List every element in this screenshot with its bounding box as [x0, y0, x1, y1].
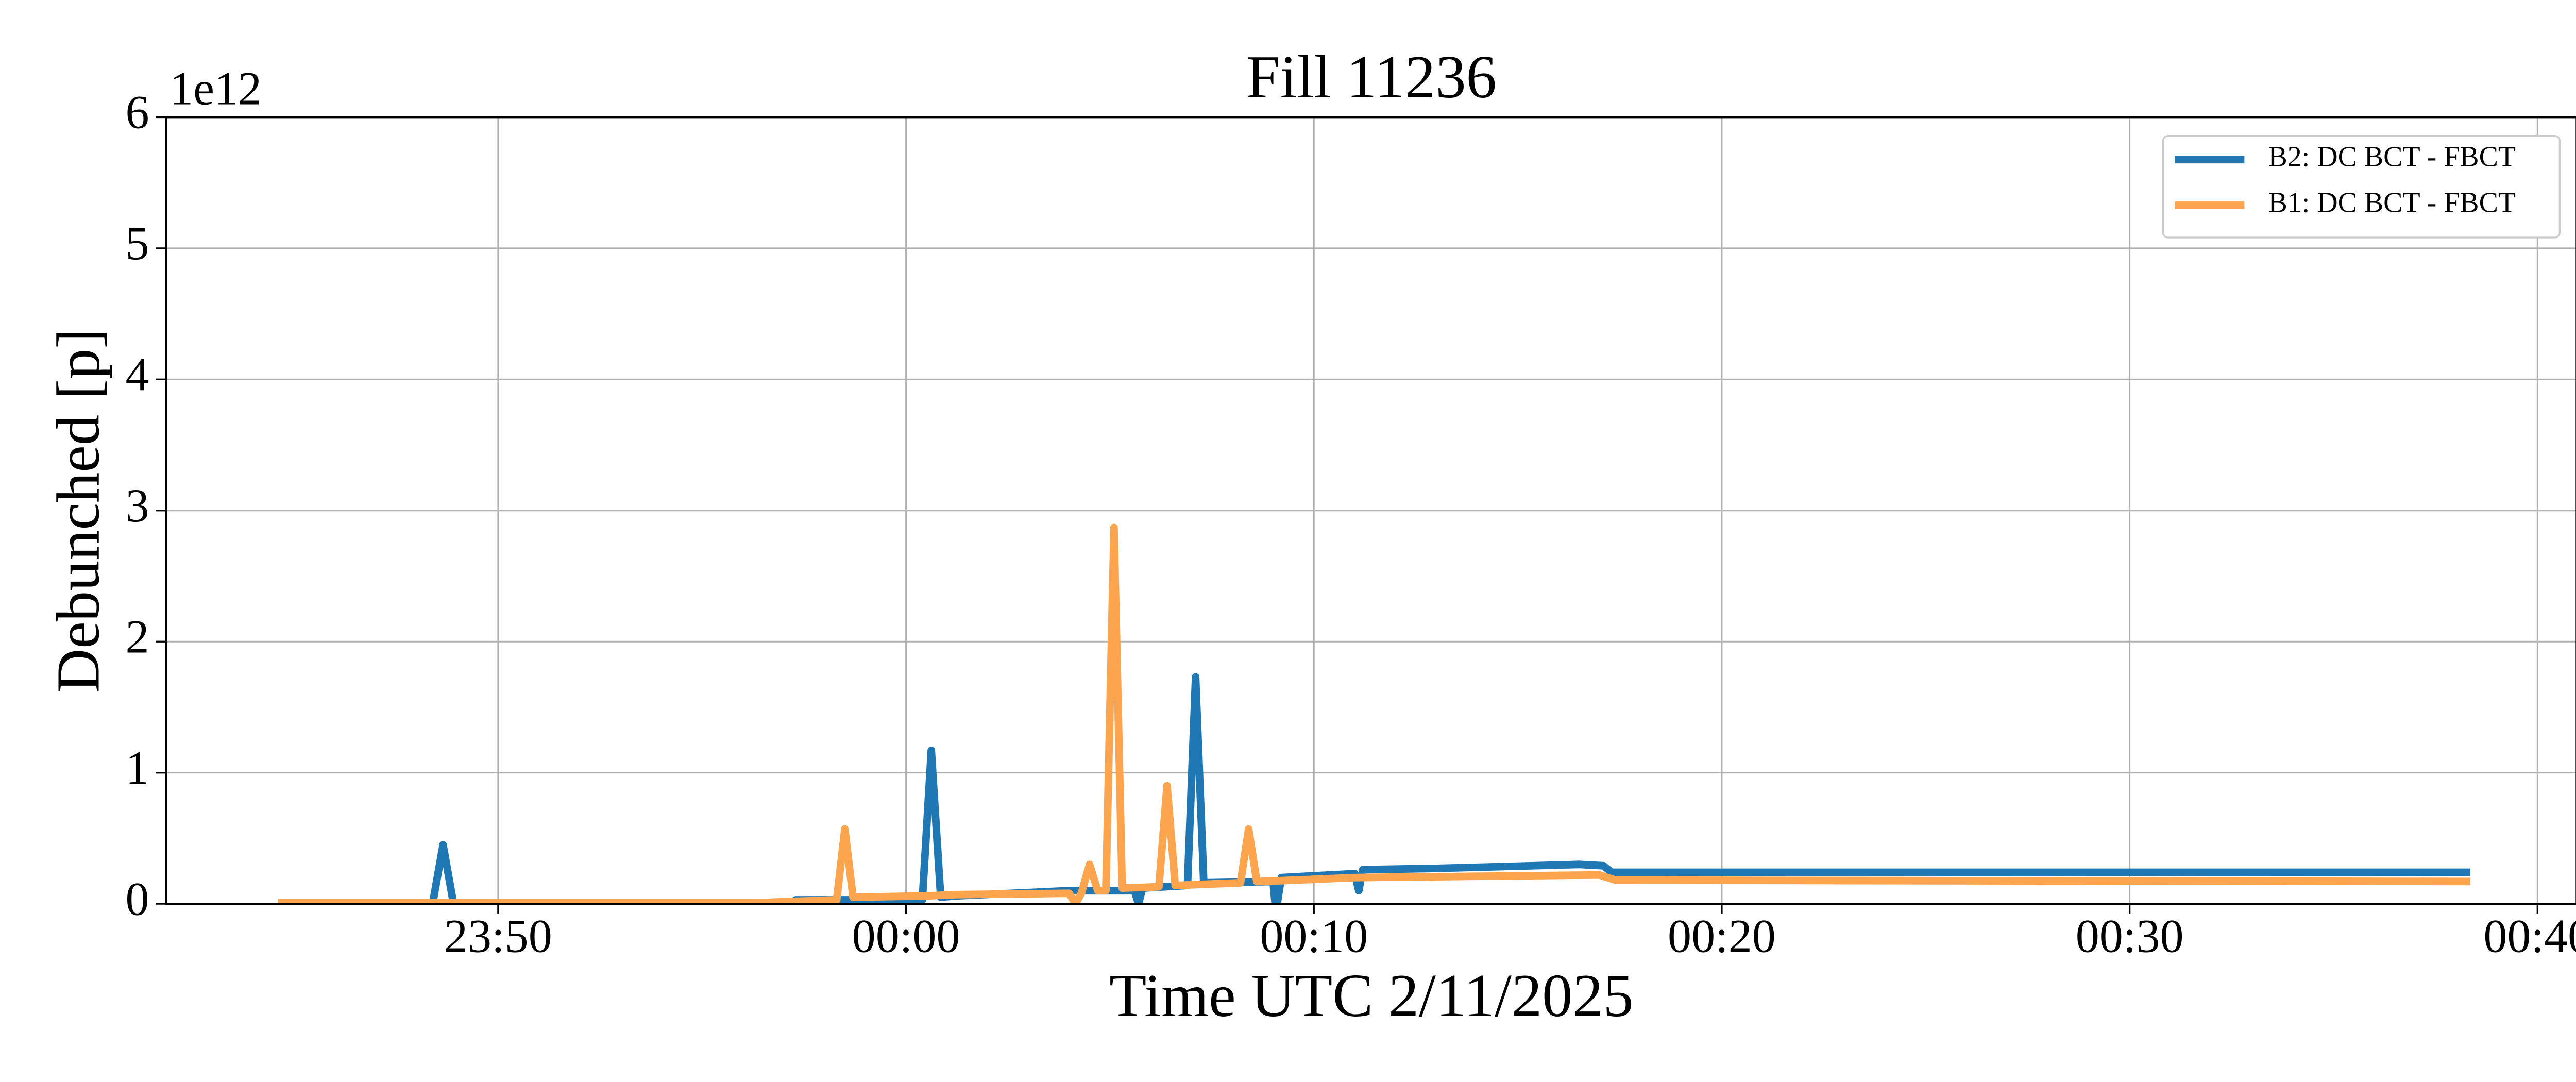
legend: B2: DC BCT - FBCT B1: DC BCT - FBCT	[2162, 134, 2561, 239]
plot-frame	[165, 116, 2576, 905]
x-tick-label: 00:40	[2483, 910, 2576, 962]
x-tick-label: 00:30	[2076, 910, 2184, 962]
legend-label: B1: DC BCT - FBCT	[2268, 187, 2516, 218]
y-tick-label: 3	[125, 479, 149, 532]
x-tick-label: 00:10	[1260, 910, 1368, 962]
y-tick-label: 0	[125, 872, 149, 925]
y-tick-label: 4	[125, 348, 149, 400]
y-tick-label: 1	[125, 741, 149, 794]
x-tick-label: 00:20	[1668, 910, 1776, 962]
legend-box	[2162, 134, 2561, 239]
legend-label: B2: DC BCT - FBCT	[2268, 141, 2516, 173]
x-tick-label: 00:00	[852, 910, 960, 962]
data-line	[278, 523, 2470, 904]
y-tick-label: 5	[125, 217, 149, 269]
x-tick-label: 23:50	[444, 910, 552, 962]
chart-title: Fill 11236	[1246, 43, 1497, 111]
x-axis-label: Time UTC 2/11/2025	[1109, 961, 1634, 1029]
y-tick-label: 6	[125, 86, 149, 139]
y-offset-text: 1e12	[170, 62, 262, 114]
y-tick-label: 2	[125, 610, 149, 663]
y-axis-label: Debunched [p]	[44, 328, 112, 692]
